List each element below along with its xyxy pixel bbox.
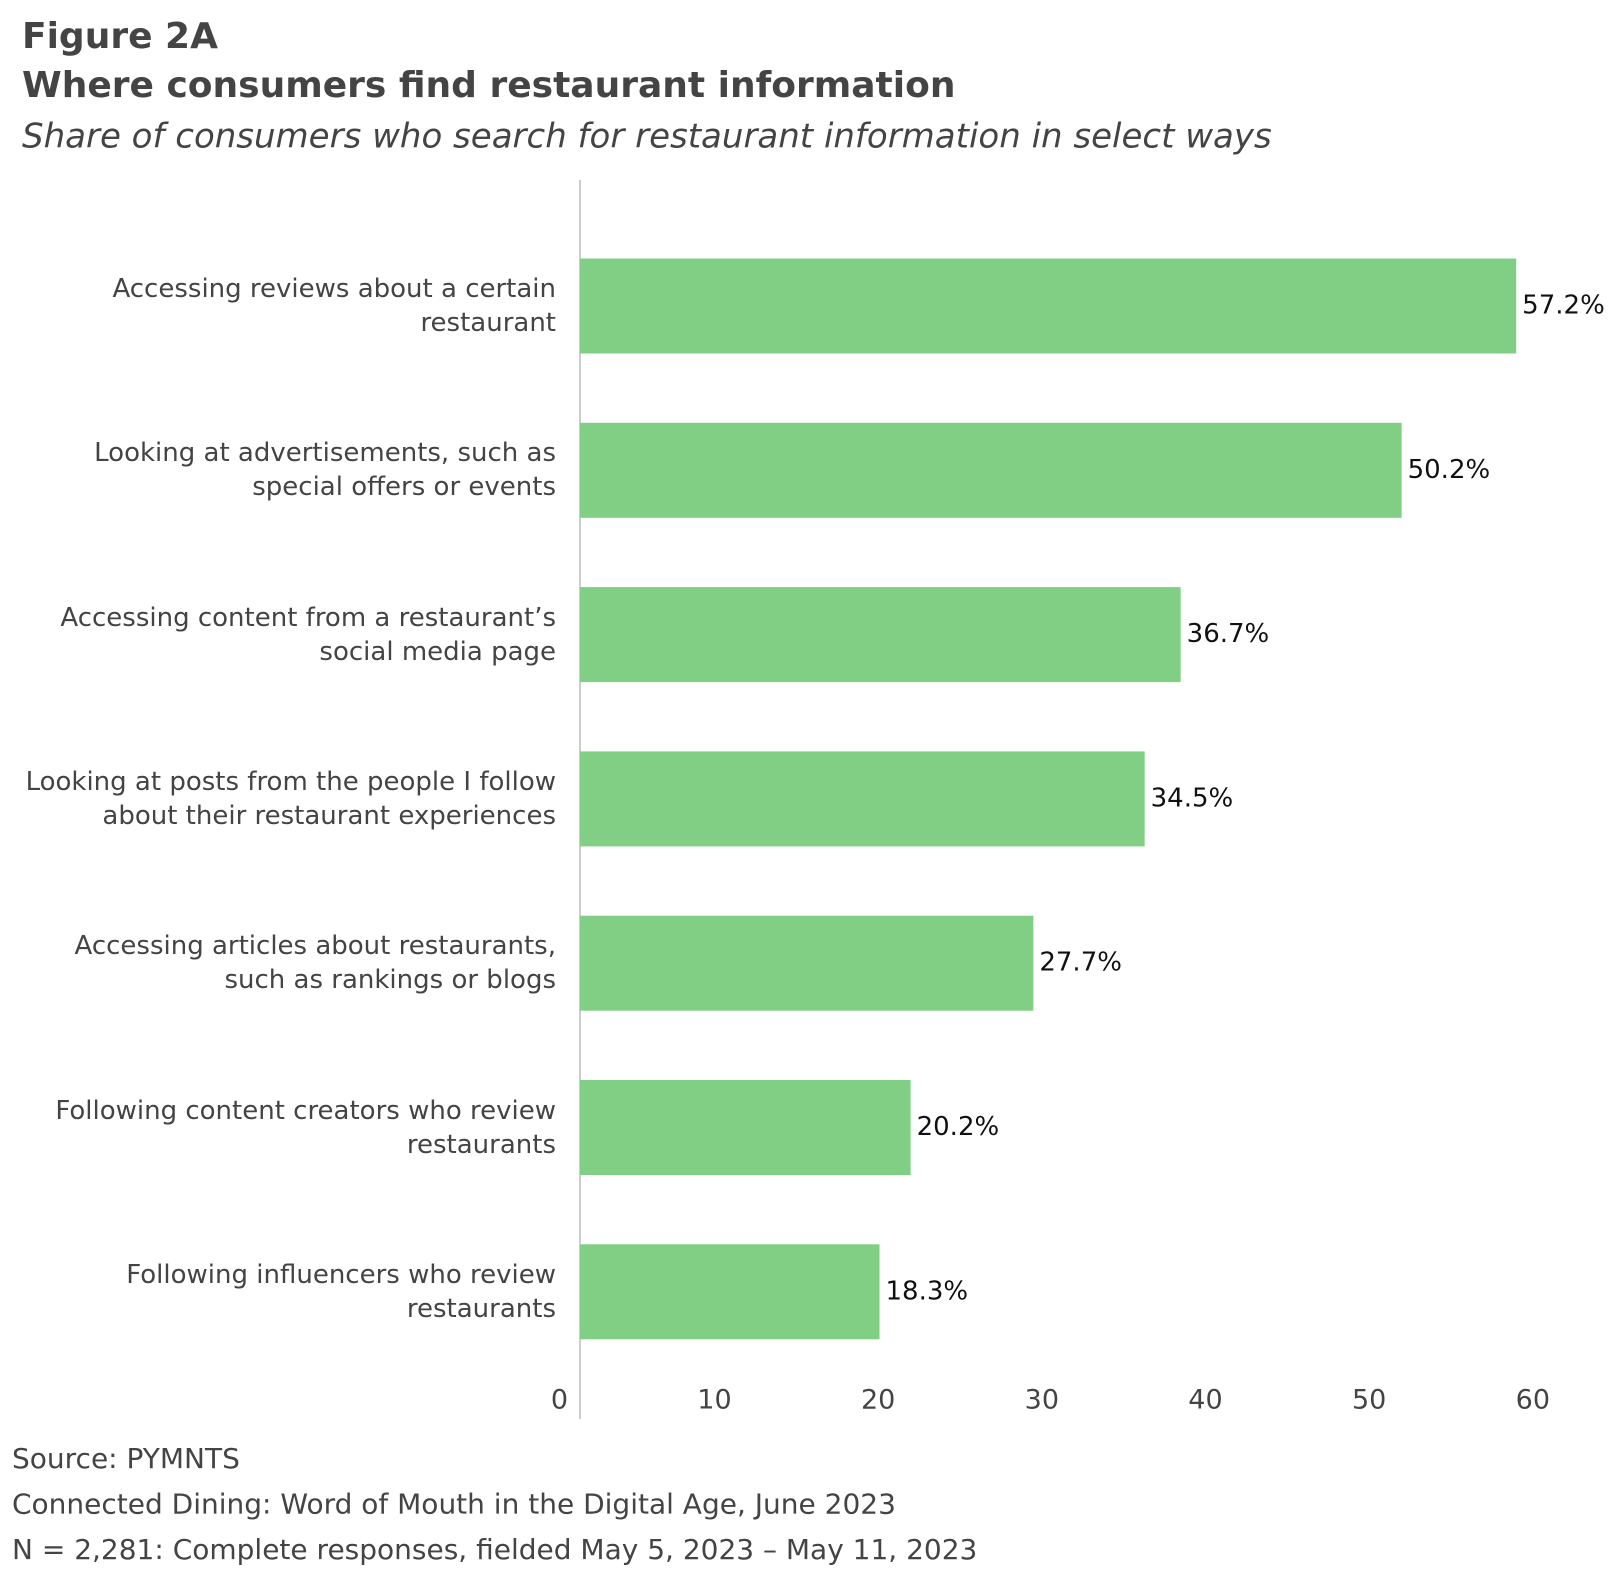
category-label: Following influencers who review restaur… — [126, 1259, 556, 1324]
chart-subtitle: Share of consumers who search for restau… — [22, 117, 1272, 157]
x-tick-label: 40 — [1188, 1385, 1222, 1416]
footnote: Connected Dining: Word of Mouth in the D… — [12, 1488, 896, 1521]
bar — [580, 1244, 880, 1340]
category-label: Following content creators who review re… — [55, 1095, 556, 1160]
value-label: 18.3% — [886, 1276, 969, 1306]
bar — [580, 1080, 911, 1175]
figure-label: Figure 2A — [22, 16, 218, 57]
value-label: 27.7% — [1039, 948, 1122, 978]
bar — [580, 587, 1181, 683]
x-tick-label: 60 — [1516, 1385, 1550, 1416]
category-label: Looking at posts from the people I follo… — [25, 766, 556, 831]
chart-title: Where consumers find restaurant informat… — [22, 65, 955, 106]
value-label: 20.2% — [917, 1112, 1000, 1142]
bar — [580, 422, 1402, 518]
x-tick-label: 30 — [1025, 1385, 1059, 1416]
value-label: 57.2% — [1522, 291, 1605, 321]
category-label: Looking at advertisements, such as speci… — [94, 438, 556, 503]
category-label: Accessing articles about restaurants, su… — [74, 931, 557, 996]
x-tick-label: 20 — [861, 1385, 895, 1416]
footnote: N = 2,281: Complete responses, fielded M… — [12, 1533, 977, 1566]
x-tick-label: 10 — [697, 1385, 731, 1416]
bar — [580, 915, 1034, 1011]
bar — [580, 258, 1517, 354]
x-tick-label: 0 — [551, 1385, 568, 1416]
value-label: 50.2% — [1408, 455, 1491, 485]
bar — [580, 751, 1145, 847]
value-label: 34.5% — [1151, 783, 1234, 813]
footnote: Source: PYMNTS — [12, 1442, 240, 1475]
value-label: 36.7% — [1187, 619, 1270, 649]
x-tick-label: 50 — [1352, 1385, 1386, 1416]
category-label: Accessing reviews about a certain restau… — [112, 274, 556, 338]
category-label: Accessing content from a restaurant’s so… — [60, 602, 556, 667]
